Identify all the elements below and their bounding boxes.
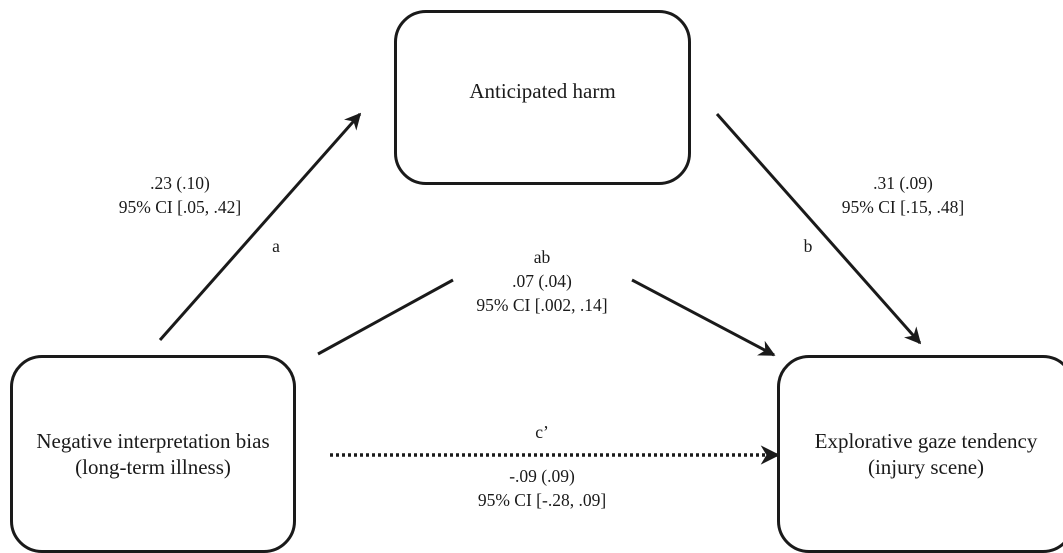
predictor-sublabel: (long-term illness) [75,455,231,479]
outcome-sublabel: (injury scene) [867,455,985,479]
path-ab-arrow-right [631,278,776,357]
path-b-stats: .31 (.09) 95% CI [.15, .48] [803,171,1003,219]
path-b-letter: b [803,236,813,256]
outcome-label: Explorative gaze tendency [814,429,1038,453]
path-b-arrow [715,113,922,345]
path-a-estimate: .23 (.10) [150,173,210,193]
path-ab-line-left [317,278,454,356]
path-a-arrow [158,112,362,341]
path-ab-stats: ab .07 (.04) 95% CI [.002, .14] [442,245,642,317]
path-c-prime-estimate: -.09 (.09) [509,466,575,486]
predictor-box: Negative interpretation bias (long-term … [10,355,296,553]
path-ab-ci: 95% CI [.002, .14] [476,295,608,315]
path-a-ci: 95% CI [.05, .42] [118,197,242,217]
path-b-estimate: .31 (.09) [873,173,933,193]
predictor-label: Negative interpretation bias [36,429,270,453]
path-c-prime-stats: -.09 (.09) 95% CI [-.28, .09] [442,464,642,512]
outcome-box: Explorative gaze tendency (injury scene) [777,355,1063,553]
mediator-box: Anticipated harm [394,10,691,185]
path-c-prime-ci: 95% CI [-.28, .09] [477,490,607,510]
mediator-label: Anticipated harm [469,78,616,103]
path-a-letter: a [272,236,280,256]
path-ab-letter: ab [533,247,551,267]
path-b-ci: 95% CI [.15, .48] [841,197,965,217]
path-c-prime-letter: c’ [535,422,549,442]
path-a-stats: .23 (.10) 95% CI [.05, .42] [80,171,280,219]
path-ab-estimate: .07 (.04) [512,271,572,291]
